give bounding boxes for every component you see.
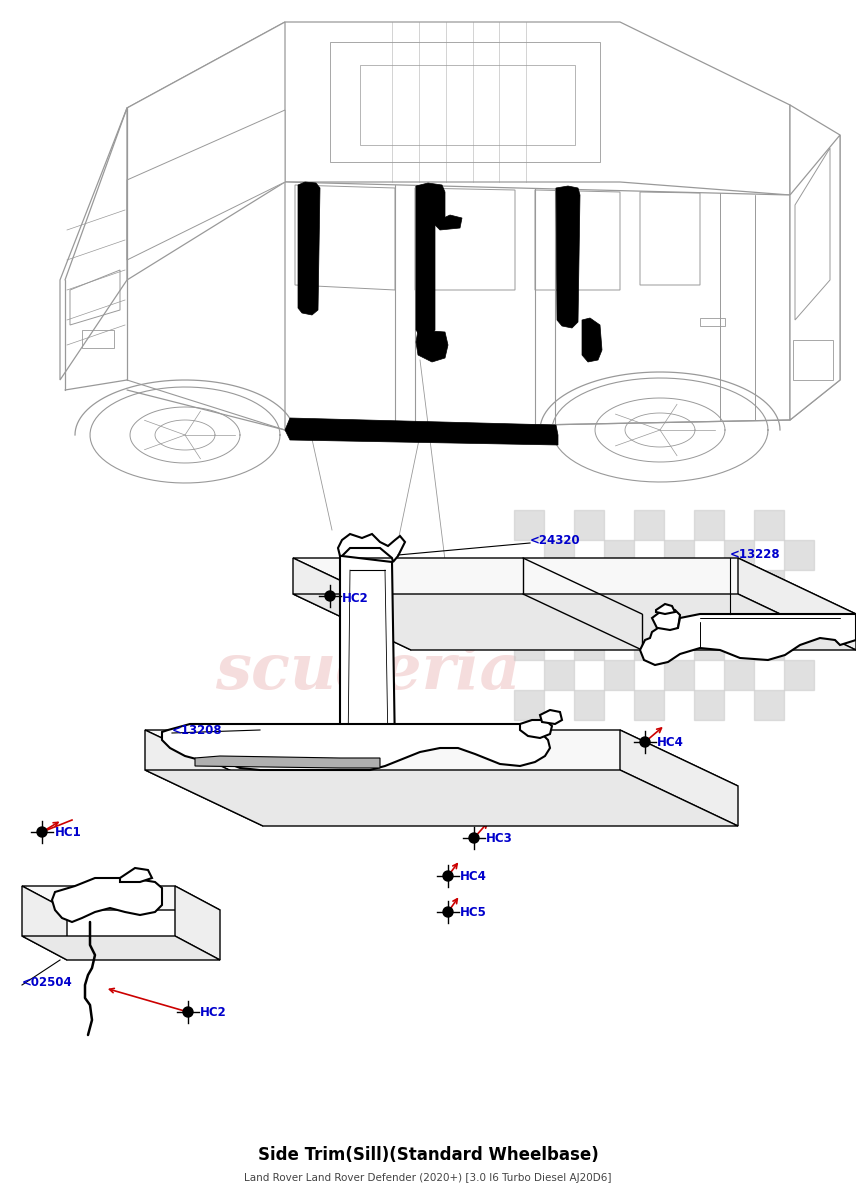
- Polygon shape: [145, 770, 738, 826]
- Bar: [574, 570, 603, 600]
- Bar: [574, 510, 603, 540]
- Circle shape: [443, 871, 453, 881]
- Polygon shape: [582, 318, 602, 362]
- Bar: [783, 540, 813, 570]
- Bar: [663, 540, 693, 570]
- Text: <13208: <13208: [172, 724, 223, 737]
- Polygon shape: [790, 134, 840, 420]
- Text: HC3: HC3: [486, 832, 513, 845]
- Bar: [603, 540, 633, 570]
- Text: HC2: HC2: [342, 592, 369, 605]
- Text: Land Rover Land Rover Defender (2020+) [3.0 I6 Turbo Diesel AJ20D6]: Land Rover Land Rover Defender (2020+) […: [244, 1174, 612, 1183]
- Text: HC4: HC4: [460, 870, 487, 882]
- Bar: [723, 540, 753, 570]
- Polygon shape: [556, 186, 580, 328]
- Polygon shape: [127, 22, 285, 280]
- Polygon shape: [435, 215, 462, 230]
- Bar: [574, 630, 603, 660]
- Bar: [783, 660, 813, 690]
- Bar: [723, 600, 753, 630]
- Bar: [753, 690, 783, 720]
- Polygon shape: [127, 22, 790, 194]
- Bar: [603, 660, 633, 690]
- Polygon shape: [540, 710, 562, 724]
- Polygon shape: [52, 878, 162, 922]
- Polygon shape: [293, 558, 856, 614]
- Bar: [82, 330, 114, 348]
- Text: <24320: <24320: [530, 534, 580, 546]
- Polygon shape: [652, 610, 680, 632]
- Polygon shape: [738, 558, 856, 650]
- Bar: [544, 540, 574, 570]
- Polygon shape: [520, 720, 552, 738]
- Circle shape: [325, 590, 335, 601]
- Bar: [693, 690, 723, 720]
- Polygon shape: [127, 110, 285, 260]
- Bar: [753, 510, 783, 540]
- Bar: [514, 510, 544, 540]
- Bar: [574, 690, 603, 720]
- Polygon shape: [145, 730, 738, 786]
- Text: HC1: HC1: [55, 826, 82, 839]
- Bar: [693, 510, 723, 540]
- Polygon shape: [416, 182, 445, 338]
- Bar: [753, 570, 783, 600]
- Polygon shape: [145, 730, 263, 826]
- Polygon shape: [22, 886, 220, 910]
- Polygon shape: [175, 886, 220, 960]
- Polygon shape: [195, 756, 380, 768]
- Polygon shape: [416, 330, 448, 362]
- Bar: [514, 570, 544, 600]
- Bar: [753, 630, 783, 660]
- Circle shape: [183, 1007, 193, 1018]
- Polygon shape: [293, 594, 856, 650]
- Circle shape: [443, 907, 453, 917]
- Bar: [514, 690, 544, 720]
- Polygon shape: [22, 886, 67, 960]
- Polygon shape: [338, 534, 405, 562]
- Polygon shape: [120, 868, 152, 882]
- Polygon shape: [640, 614, 856, 665]
- Bar: [693, 630, 723, 660]
- Bar: [693, 570, 723, 600]
- Polygon shape: [22, 936, 220, 960]
- Polygon shape: [620, 730, 738, 826]
- Bar: [633, 510, 663, 540]
- Bar: [723, 660, 753, 690]
- Text: car  parts: car parts: [280, 721, 456, 755]
- Bar: [603, 600, 633, 630]
- Circle shape: [469, 833, 479, 842]
- Bar: [514, 630, 544, 660]
- Circle shape: [640, 737, 650, 746]
- Text: <13228: <13228: [730, 548, 781, 562]
- Text: HC5: HC5: [460, 906, 487, 918]
- Circle shape: [37, 827, 47, 838]
- Bar: [663, 660, 693, 690]
- Bar: [544, 660, 574, 690]
- Polygon shape: [60, 108, 127, 380]
- Bar: [700, 318, 725, 326]
- Polygon shape: [790, 104, 840, 420]
- Text: HC2: HC2: [200, 1006, 227, 1019]
- Bar: [783, 600, 813, 630]
- Polygon shape: [298, 182, 320, 314]
- Text: scuderia: scuderia: [215, 641, 521, 703]
- Text: HC4: HC4: [657, 736, 684, 749]
- Bar: [793, 340, 833, 380]
- Text: <02504: <02504: [22, 976, 73, 989]
- Bar: [633, 690, 663, 720]
- Polygon shape: [293, 558, 411, 650]
- Polygon shape: [162, 724, 550, 770]
- Bar: [663, 600, 693, 630]
- Bar: [633, 630, 663, 660]
- Bar: [633, 570, 663, 600]
- Bar: [544, 600, 574, 630]
- Polygon shape: [285, 182, 790, 430]
- Polygon shape: [285, 418, 558, 445]
- Polygon shape: [340, 556, 395, 762]
- Text: Side Trim(Sill)(Standard Wheelbase): Side Trim(Sill)(Standard Wheelbase): [258, 1146, 598, 1164]
- Polygon shape: [656, 604, 675, 614]
